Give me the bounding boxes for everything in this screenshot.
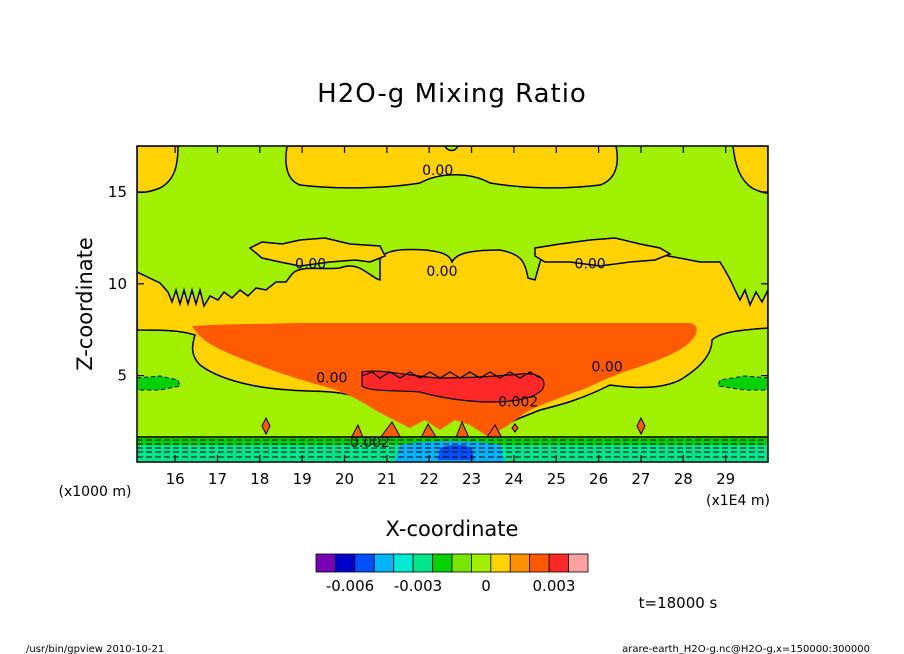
- field-region-diamond-right: [636, 416, 646, 436]
- field-region-upper-right: [732, 146, 768, 194]
- x-tick-label: 24: [504, 470, 523, 488]
- y-tick-label: 10: [108, 275, 127, 293]
- contour-label: 0.00: [295, 257, 326, 273]
- x-axis-ticks: 16 17 18 19 20 21 22 23 24 25 26 27 28 29: [166, 146, 735, 488]
- colorbar-swatch: [471, 553, 492, 573]
- x-tick-label: 28: [674, 470, 693, 488]
- contour-label: 0.00: [426, 264, 457, 280]
- y-axis-label: Z-coordinate: [73, 237, 97, 371]
- colorbar-swatch: [315, 553, 336, 573]
- x-axis-label: X-coordinate: [386, 517, 519, 541]
- colorbar-tick-label: 0.003: [533, 577, 576, 595]
- contour-labels: 0.00 0.00 0.00 0.00 0.00 0.00 0.002 0.002: [295, 163, 623, 451]
- field-region-upper-center: [285, 146, 619, 189]
- colorbar-swatch: [335, 553, 356, 573]
- colorbar-swatch: [393, 553, 414, 573]
- x-tick-label: 26: [589, 470, 608, 488]
- field-region-boundary-band: [137, 437, 768, 445]
- y-tick-label: 5: [117, 367, 127, 385]
- colorbar-tick-label: -0.003: [394, 577, 442, 595]
- colorbar-swatch: [568, 553, 589, 573]
- field-region-green-right: [717, 375, 768, 391]
- footer-left: /usr/bin/gpview 2010-10-21: [26, 644, 164, 654]
- time-label: t=18000 s: [639, 594, 718, 612]
- contour-label: 0.002: [350, 435, 390, 451]
- x-tick-label: 21: [377, 470, 396, 488]
- plot-frame: [136, 145, 769, 463]
- footer-right: arare-earth_H2O-g.nc@H2O-g,x=150000:3000…: [622, 644, 870, 654]
- field-contour-dashed-lines: [137, 439, 768, 458]
- colorbar-tick-label: 0: [481, 577, 491, 595]
- x-tick-label: 19: [293, 470, 312, 488]
- colorbar: [315, 553, 589, 573]
- y-axis-unit: (x1000 m): [59, 484, 132, 500]
- field-contour-anvil-left: [248, 237, 387, 267]
- field-contour-red-core: [361, 371, 541, 379]
- x-tick-label: 29: [716, 470, 735, 488]
- field-contour-anvil-right: [534, 237, 672, 267]
- colorbar-swatch: [529, 553, 550, 573]
- x-axis-unit: (x1E4 m): [706, 493, 770, 509]
- x-tick-label: 18: [250, 470, 269, 488]
- x-tick-label: 20: [335, 470, 354, 488]
- x-tick-label: 23: [462, 470, 481, 488]
- colorbar-swatch: [412, 553, 433, 573]
- colorbar-swatch: [509, 553, 531, 573]
- colorbar-swatch: [490, 553, 511, 573]
- x-tick-label: 25: [547, 470, 566, 488]
- colorbar-swatch: [451, 553, 472, 573]
- x-tick-label: 17: [208, 470, 227, 488]
- colorbar-swatch: [432, 553, 453, 573]
- y-tick-label: 15: [108, 183, 127, 201]
- colorbar-swatch: [548, 553, 569, 573]
- colorbar-swatch: [354, 553, 375, 573]
- contour-label: 0.00: [591, 359, 622, 375]
- heatmap-field: [137, 146, 768, 462]
- contour-label: 0.00: [575, 257, 606, 273]
- colorbar-tick-label: -0.006: [326, 577, 374, 595]
- x-tick-label: 22: [420, 470, 439, 488]
- field-region-diamond-left: [261, 416, 271, 436]
- y-axis-ticks: 5 10 15: [108, 183, 768, 385]
- field-region-green-left: [137, 375, 181, 391]
- colorbar-swatch: [373, 553, 395, 573]
- contour-label: 0.002: [498, 394, 538, 410]
- x-tick-label: 27: [631, 470, 650, 488]
- colorbar-tick-labels: -0.006 -0.003 0 0.003: [326, 577, 576, 595]
- x-tick-label: 16: [166, 470, 185, 488]
- contour-label: 0.00: [422, 163, 453, 179]
- contour-label: 0.00: [316, 370, 347, 386]
- field-region-diamond-center: [511, 423, 519, 433]
- chart-title: H2O-g Mixing Ratio: [317, 79, 587, 109]
